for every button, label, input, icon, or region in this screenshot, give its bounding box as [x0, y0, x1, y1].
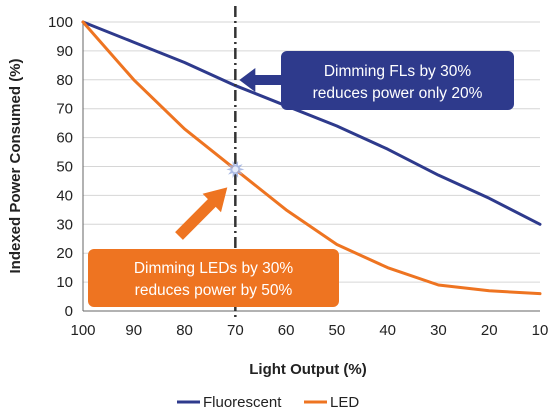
y-axis-title: Indexed Power Consumed (%) — [7, 58, 24, 273]
series-lines — [81, 20, 542, 296]
x-tick-label-10: 10 — [532, 322, 549, 339]
y-tick-label-0: 0 — [65, 303, 73, 320]
legend-label-led: LED — [330, 394, 359, 411]
axes — [82, 22, 540, 312]
legend-label-fluorescent: Fluorescent — [203, 394, 282, 411]
series-line-fluorescent — [81, 20, 542, 226]
x-tick-label-60: 60 — [278, 322, 295, 339]
y-tick-label-10: 10 — [56, 274, 73, 291]
marker-center — [232, 166, 239, 173]
led-callout-arrow — [175, 187, 228, 240]
x-tick-label-30: 30 — [430, 322, 447, 339]
fluorescent-callout-line-2: reduces power only 20% — [313, 85, 483, 102]
x-tick-label-40: 40 — [379, 322, 396, 339]
y-tick-label-30: 30 — [56, 216, 73, 233]
led-callout-line-2: reduces power by 50% — [135, 282, 293, 299]
x-tick-label-80: 80 — [176, 322, 193, 339]
x-axis-title: Light Output (%) — [249, 361, 366, 378]
series-line-led — [81, 20, 542, 296]
y-tick-labels: 0 10 20 30 40 50 60 70 80 90 100 — [48, 14, 73, 320]
fluorescent-callout-box — [281, 51, 514, 110]
y-tick-label-100: 100 — [48, 14, 73, 31]
y-tick-label-50: 50 — [56, 159, 73, 176]
led-callout-line-1: Dimming LEDs by 30% — [134, 260, 294, 277]
led-callout-box — [88, 249, 339, 307]
y-tick-label-40: 40 — [56, 187, 73, 204]
y-tick-label-60: 60 — [56, 130, 73, 147]
y-tick-label-20: 20 — [56, 245, 73, 262]
x-tick-label-90: 90 — [125, 322, 142, 339]
x-tick-label-20: 20 — [481, 322, 498, 339]
fluorescent-callout-line-1: Dimming FLs by 30% — [324, 63, 472, 80]
y-tick-label-70: 70 — [56, 101, 73, 118]
x-tick-label-50: 50 — [329, 322, 346, 339]
fluorescent-callout: Dimming FLs by 30% reduces power only 20… — [239, 51, 514, 110]
x-tick-label-100: 100 — [70, 322, 95, 339]
led-callout: Dimming LEDs by 30% reduces power by 50% — [88, 187, 339, 307]
y-tick-label-80: 80 — [56, 72, 73, 89]
x-tick-labels: 100 90 80 70 60 50 40 30 20 10 — [70, 322, 548, 339]
fluorescent-callout-arrow — [239, 68, 284, 92]
led-70-marker-point — [226, 160, 245, 178]
y-tick-label-90: 90 — [56, 43, 73, 60]
x-tick-label-70: 70 — [227, 322, 244, 339]
legend: Fluorescent LED — [177, 394, 359, 411]
